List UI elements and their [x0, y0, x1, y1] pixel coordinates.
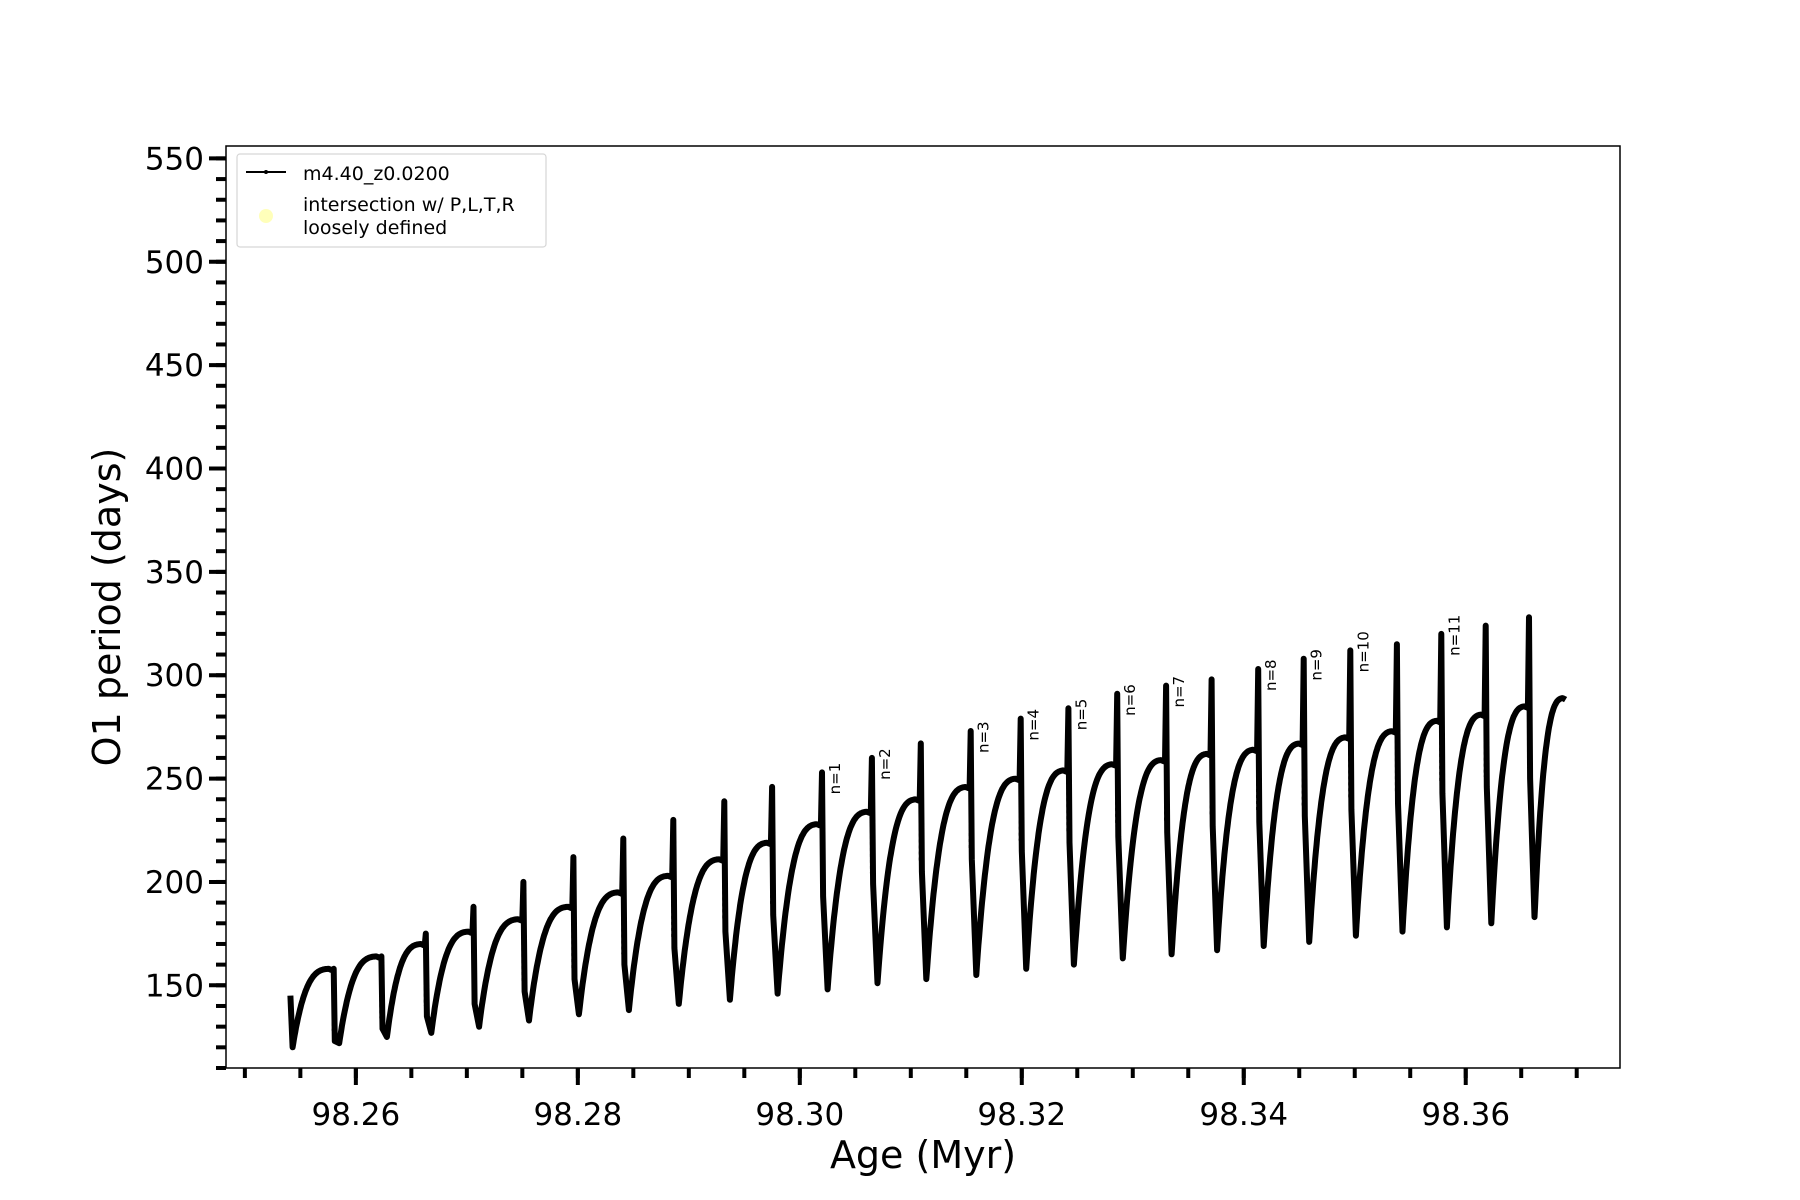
drop-mark: [1485, 786, 1493, 924]
drop-mark: [772, 914, 779, 994]
y-tick-label: 300: [145, 658, 204, 694]
x-tick-label: 98.32: [977, 1097, 1066, 1133]
drop-mark: [1068, 842, 1075, 965]
x-tick-label: 98.28: [533, 1097, 622, 1133]
x-tick-label: 98.34: [1199, 1097, 1288, 1133]
y-axis-label: O1 period (days): [85, 448, 129, 767]
y-tick-label: 150: [145, 968, 204, 1004]
drop-mark: [1166, 832, 1173, 955]
cycle-label: n=2: [876, 748, 894, 780]
cycle-label: n=8: [1262, 659, 1280, 691]
drop-mark: [1258, 821, 1265, 947]
drop-mark: [381, 1028, 388, 1038]
cycle-label: n=11: [1445, 615, 1463, 656]
legend-frame: [236, 153, 547, 248]
y-tick-label: 400: [145, 451, 204, 487]
series-group: [287, 614, 1569, 1051]
cycle-label: n=4: [1025, 709, 1043, 741]
legend-dot-marker: [264, 170, 268, 174]
x-tick-label: 98.26: [311, 1097, 400, 1133]
y-tick-label: 550: [145, 141, 204, 177]
cycle-label: n=5: [1072, 699, 1090, 731]
x-axis: 98.26 98.28 98.30 98.32 98.34 98.36: [242, 1068, 1579, 1133]
x-tick-label: 98.30: [755, 1097, 844, 1133]
x-tick-label: 98.36: [1421, 1097, 1510, 1133]
cycle-label: n=1: [826, 763, 844, 795]
drop-mark: [1117, 836, 1124, 959]
legend-intersection-marker: [259, 209, 273, 223]
drop-mark: [623, 964, 630, 1011]
drop-mark: [724, 931, 731, 1000]
legend-label-intersection-line1: intersection w/ P,L,T,R: [303, 194, 515, 216]
cycle-label: n=6: [1121, 684, 1139, 716]
drop-mark: [1020, 850, 1028, 969]
drop-mark: [334, 1040, 340, 1045]
legend-label-intersection-line2: loosely defined: [303, 217, 447, 239]
y-tick-label: 250: [145, 762, 204, 798]
drop-mark: [970, 859, 978, 976]
series-line-m4.40_z0.0200: [287, 614, 1569, 1051]
drop-mark: [1441, 793, 1448, 928]
cycle-label: n=3: [975, 721, 993, 753]
y-tick-label: 450: [145, 348, 204, 384]
cycle-label: n=7: [1170, 676, 1188, 708]
cycle-label: n=9: [1308, 649, 1326, 681]
y-tick-label: 200: [145, 865, 204, 901]
cycle-labels: n=1 n=2 n=3 n=4 n=5 n=6 n=7 n=8 n=9 n=10 n=11: [826, 615, 1463, 795]
drop-mark: [473, 1003, 481, 1027]
drop-mark: [523, 991, 530, 1021]
drop-mark: [1211, 826, 1219, 951]
drop-mark: [1529, 778, 1536, 918]
cycle-label: n=10: [1354, 631, 1372, 672]
drop-mark: [872, 883, 879, 984]
y-axis: 150 200 250 300 350 400 450 500 550: [145, 141, 226, 1070]
drop-mark: [425, 1016, 433, 1034]
legend: m4.40_z0.0200 intersection w/ P,L,T,R lo…: [236, 153, 547, 248]
x-axis-label: Age (Myr): [830, 1133, 1016, 1177]
y-tick-label: 350: [145, 555, 204, 591]
legend-label-series: m4.40_z0.0200: [303, 163, 450, 185]
y-tick-label: 500: [145, 245, 204, 281]
